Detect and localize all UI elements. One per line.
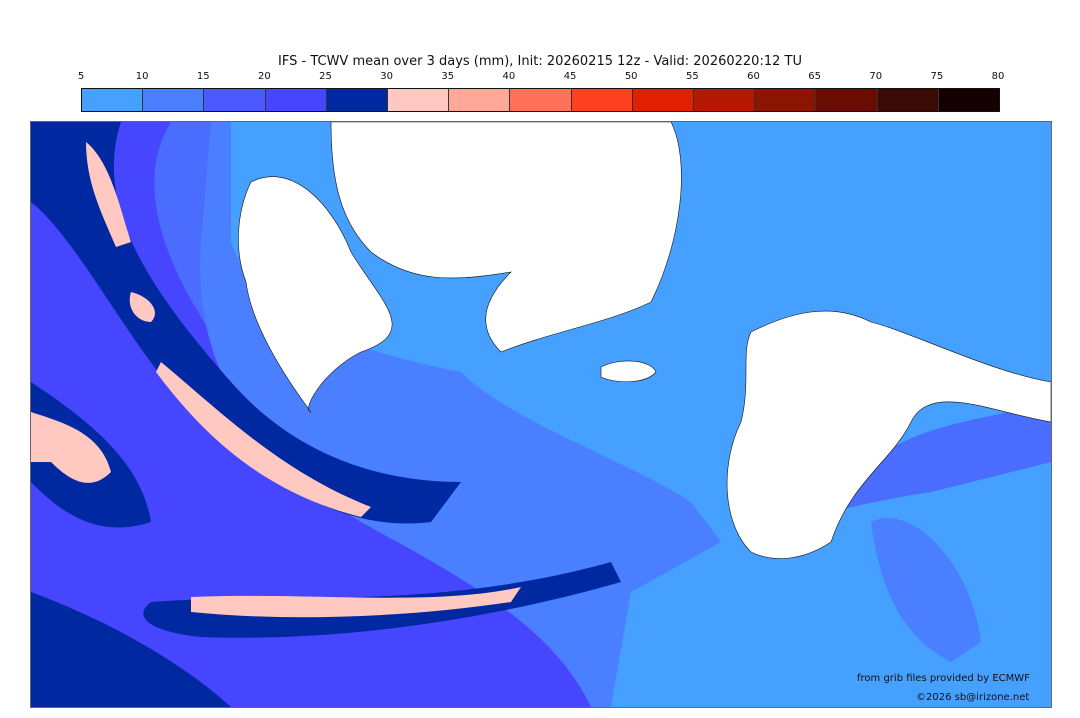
colorbar-swatch <box>877 89 939 111</box>
colorbar-swatch <box>816 89 878 111</box>
plume-30-35-b <box>191 587 521 618</box>
source-credit: from grib files provided by ECMWF <box>857 673 1030 684</box>
colorbar-swatch <box>694 89 756 111</box>
colorbar-swatch <box>632 89 695 111</box>
iceland <box>600 360 657 382</box>
plume-30-35-c <box>86 142 131 247</box>
plume-30-35-a <box>156 362 371 517</box>
colorbar <box>81 88 1000 112</box>
colorbar-swatch <box>510 89 572 111</box>
plume-30-35-d <box>31 412 111 483</box>
colorbar-tick: 25 <box>319 71 332 82</box>
greenland <box>330 122 682 353</box>
colorbar-swatch <box>571 89 633 111</box>
colorbar-swatch <box>755 89 817 111</box>
colorbar-tick: 55 <box>685 71 699 82</box>
colorbar-swatch <box>388 89 450 111</box>
colorbar-tick: 50 <box>624 71 638 82</box>
colorbar-tick: 10 <box>135 71 149 82</box>
dark-band-sw <box>31 592 231 707</box>
map-canvas <box>31 122 1051 707</box>
colorbar-swatch <box>938 89 1000 111</box>
tcwv-map[interactable]: from grib files provided by ECMWF ©2026 … <box>30 121 1052 708</box>
colorbar-tick: 45 <box>563 71 577 82</box>
colorbar-swatch <box>82 89 144 111</box>
colorbar-tick: 65 <box>808 71 821 82</box>
colorbar-tick: 80 <box>991 71 1005 82</box>
colorbar-tick: 75 <box>930 71 944 82</box>
colorbar-swatch <box>265 89 327 111</box>
balkan-15-20 <box>871 518 981 662</box>
colorbar-swatch <box>326 89 389 111</box>
colorbar-ticks: 5 10 15 20 25 30 35 40 45 50 55 60 65 70 75 80 <box>77 71 1005 85</box>
colorbar-tick: 30 <box>380 71 394 82</box>
colorbar-tick: 5 <box>77 71 85 82</box>
colorbar-tick: 20 <box>258 71 271 82</box>
eurasia-land <box>726 310 1051 559</box>
plume-30-35-e <box>129 292 155 322</box>
colorbar-tick: 35 <box>441 71 455 82</box>
colorbar-swatch <box>204 89 266 111</box>
copyright-credit: ©2026 sb@irizone.net <box>916 692 1030 703</box>
colorbar-tick: 60 <box>747 71 760 82</box>
colorbar-swatch <box>449 89 511 111</box>
colorbar-tick: 40 <box>502 71 516 82</box>
colorbar-tick: 15 <box>196 71 210 82</box>
canada-arctic <box>238 176 393 413</box>
colorbar-swatch <box>143 89 205 111</box>
colorbar-tick: 70 <box>869 71 883 82</box>
map-title: IFS - TCWV mean over 3 days (mm), Init: … <box>278 54 802 69</box>
